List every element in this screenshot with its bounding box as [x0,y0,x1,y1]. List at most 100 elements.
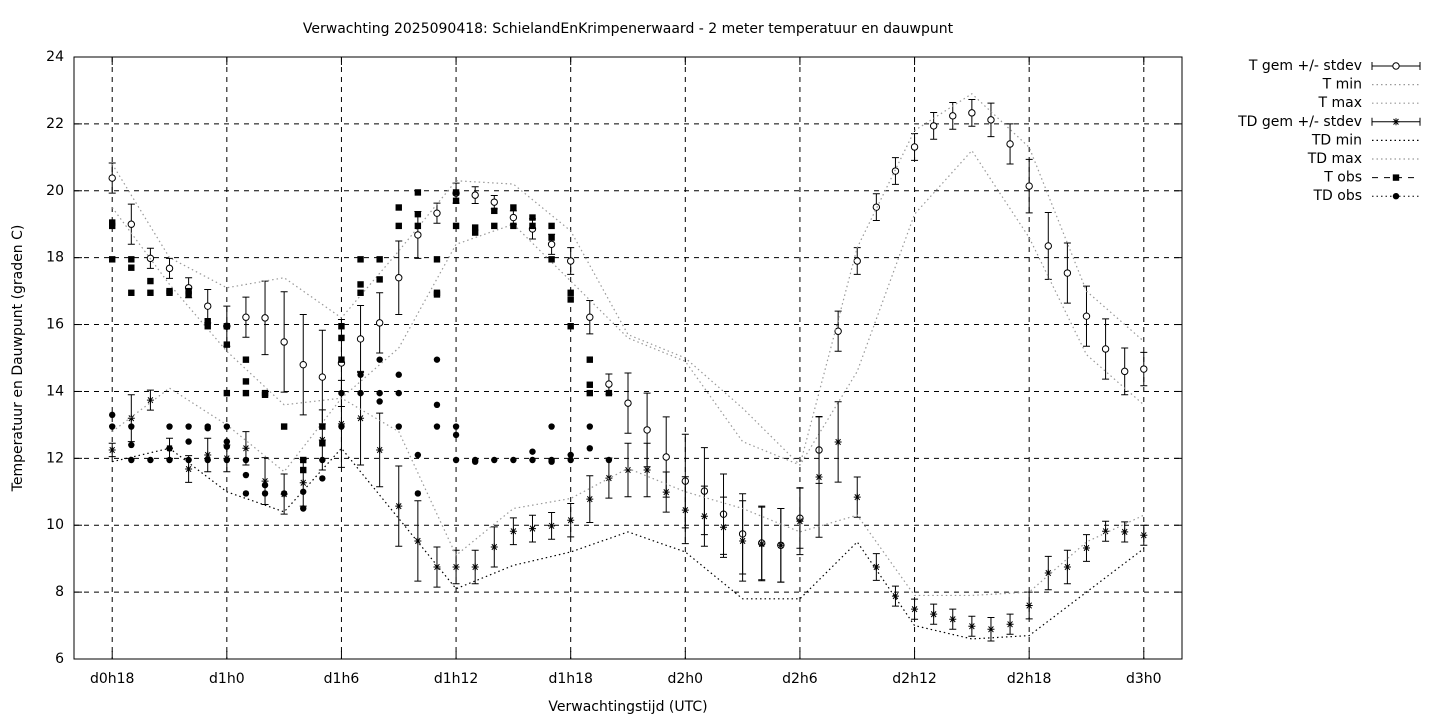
marker [147,456,154,464]
marker [109,219,116,226]
marker [395,274,403,282]
marker [567,289,574,296]
marker [223,389,231,397]
marker [1120,367,1129,376]
y-tick-label: 24 [46,49,64,65]
marker [891,167,900,175]
marker [509,213,518,222]
marker [815,473,823,481]
marker [376,398,383,405]
marker [452,456,460,464]
marker [720,523,728,531]
marker [166,445,173,452]
marker [968,622,976,630]
marker [356,335,365,343]
marker [338,389,345,397]
marker [242,444,250,452]
marker [357,256,364,263]
marker [529,448,536,455]
legend-label: T min [1322,77,1362,93]
marker [548,458,555,465]
marker [433,291,441,298]
marker [127,220,136,228]
marker [509,527,517,535]
marker [471,224,479,231]
marker [338,423,345,430]
marker [300,505,307,512]
marker [777,541,785,549]
marker [185,438,192,445]
marker [834,438,842,446]
marker [165,264,174,273]
marker [567,451,574,459]
x-tick-label: d2h6 [782,671,818,687]
marker [395,389,402,397]
marker [204,302,212,310]
chart-title: Verwachting 2025090418: SchielandEnKrimp… [303,21,954,37]
marker [242,389,250,397]
marker [147,289,154,296]
marker [1082,544,1090,552]
marker [567,456,574,464]
marker [471,458,479,465]
marker [1392,193,1400,200]
y-tick-label: 22 [46,116,64,132]
marker [471,191,479,199]
marker [510,204,517,211]
y-tick-label: 6 [55,651,64,667]
marker [853,257,861,265]
y-axis-label: Temperatuur en Dauwpunt (graden C) [10,225,26,493]
marker [357,371,364,378]
marker [166,289,173,296]
marker [1121,528,1129,536]
marker [491,222,498,230]
range-line [111,150,1145,466]
marker [452,431,460,439]
marker [375,319,384,327]
marker [299,360,307,369]
marker [414,210,422,218]
marker [318,436,326,444]
marker [1063,563,1071,571]
marker [586,313,594,321]
marker [414,222,422,230]
marker [490,543,498,551]
marker [586,356,593,363]
marker [949,615,957,623]
marker [452,222,460,230]
marker [204,451,212,459]
x-tick-label: d2h0 [668,671,704,687]
x-tick-label: d1h6 [324,671,360,687]
marker [109,423,116,430]
marker [261,490,269,497]
marker [128,289,135,296]
marker [930,610,938,618]
marker [1025,182,1033,190]
marker [280,423,288,430]
x-tick-label: d0h18 [90,671,134,687]
marker [510,222,517,230]
marker [395,371,402,378]
marker [128,264,135,271]
marker [433,401,441,409]
legend-label: TD min [1311,132,1362,148]
marker [109,222,116,230]
marker [414,490,422,497]
marker [414,189,422,196]
marker [242,490,250,497]
marker [414,451,422,459]
marker [1025,601,1033,609]
y-tick-label: 20 [46,183,64,199]
marker [242,471,250,479]
marker [128,456,135,464]
marker [395,204,402,211]
y-tick-label: 12 [46,450,64,466]
marker [414,537,422,545]
marker [223,323,231,330]
marker [548,423,555,430]
marker [261,314,269,322]
marker [376,446,384,454]
marker [491,207,498,215]
marker [147,277,154,285]
marker [1082,312,1091,320]
